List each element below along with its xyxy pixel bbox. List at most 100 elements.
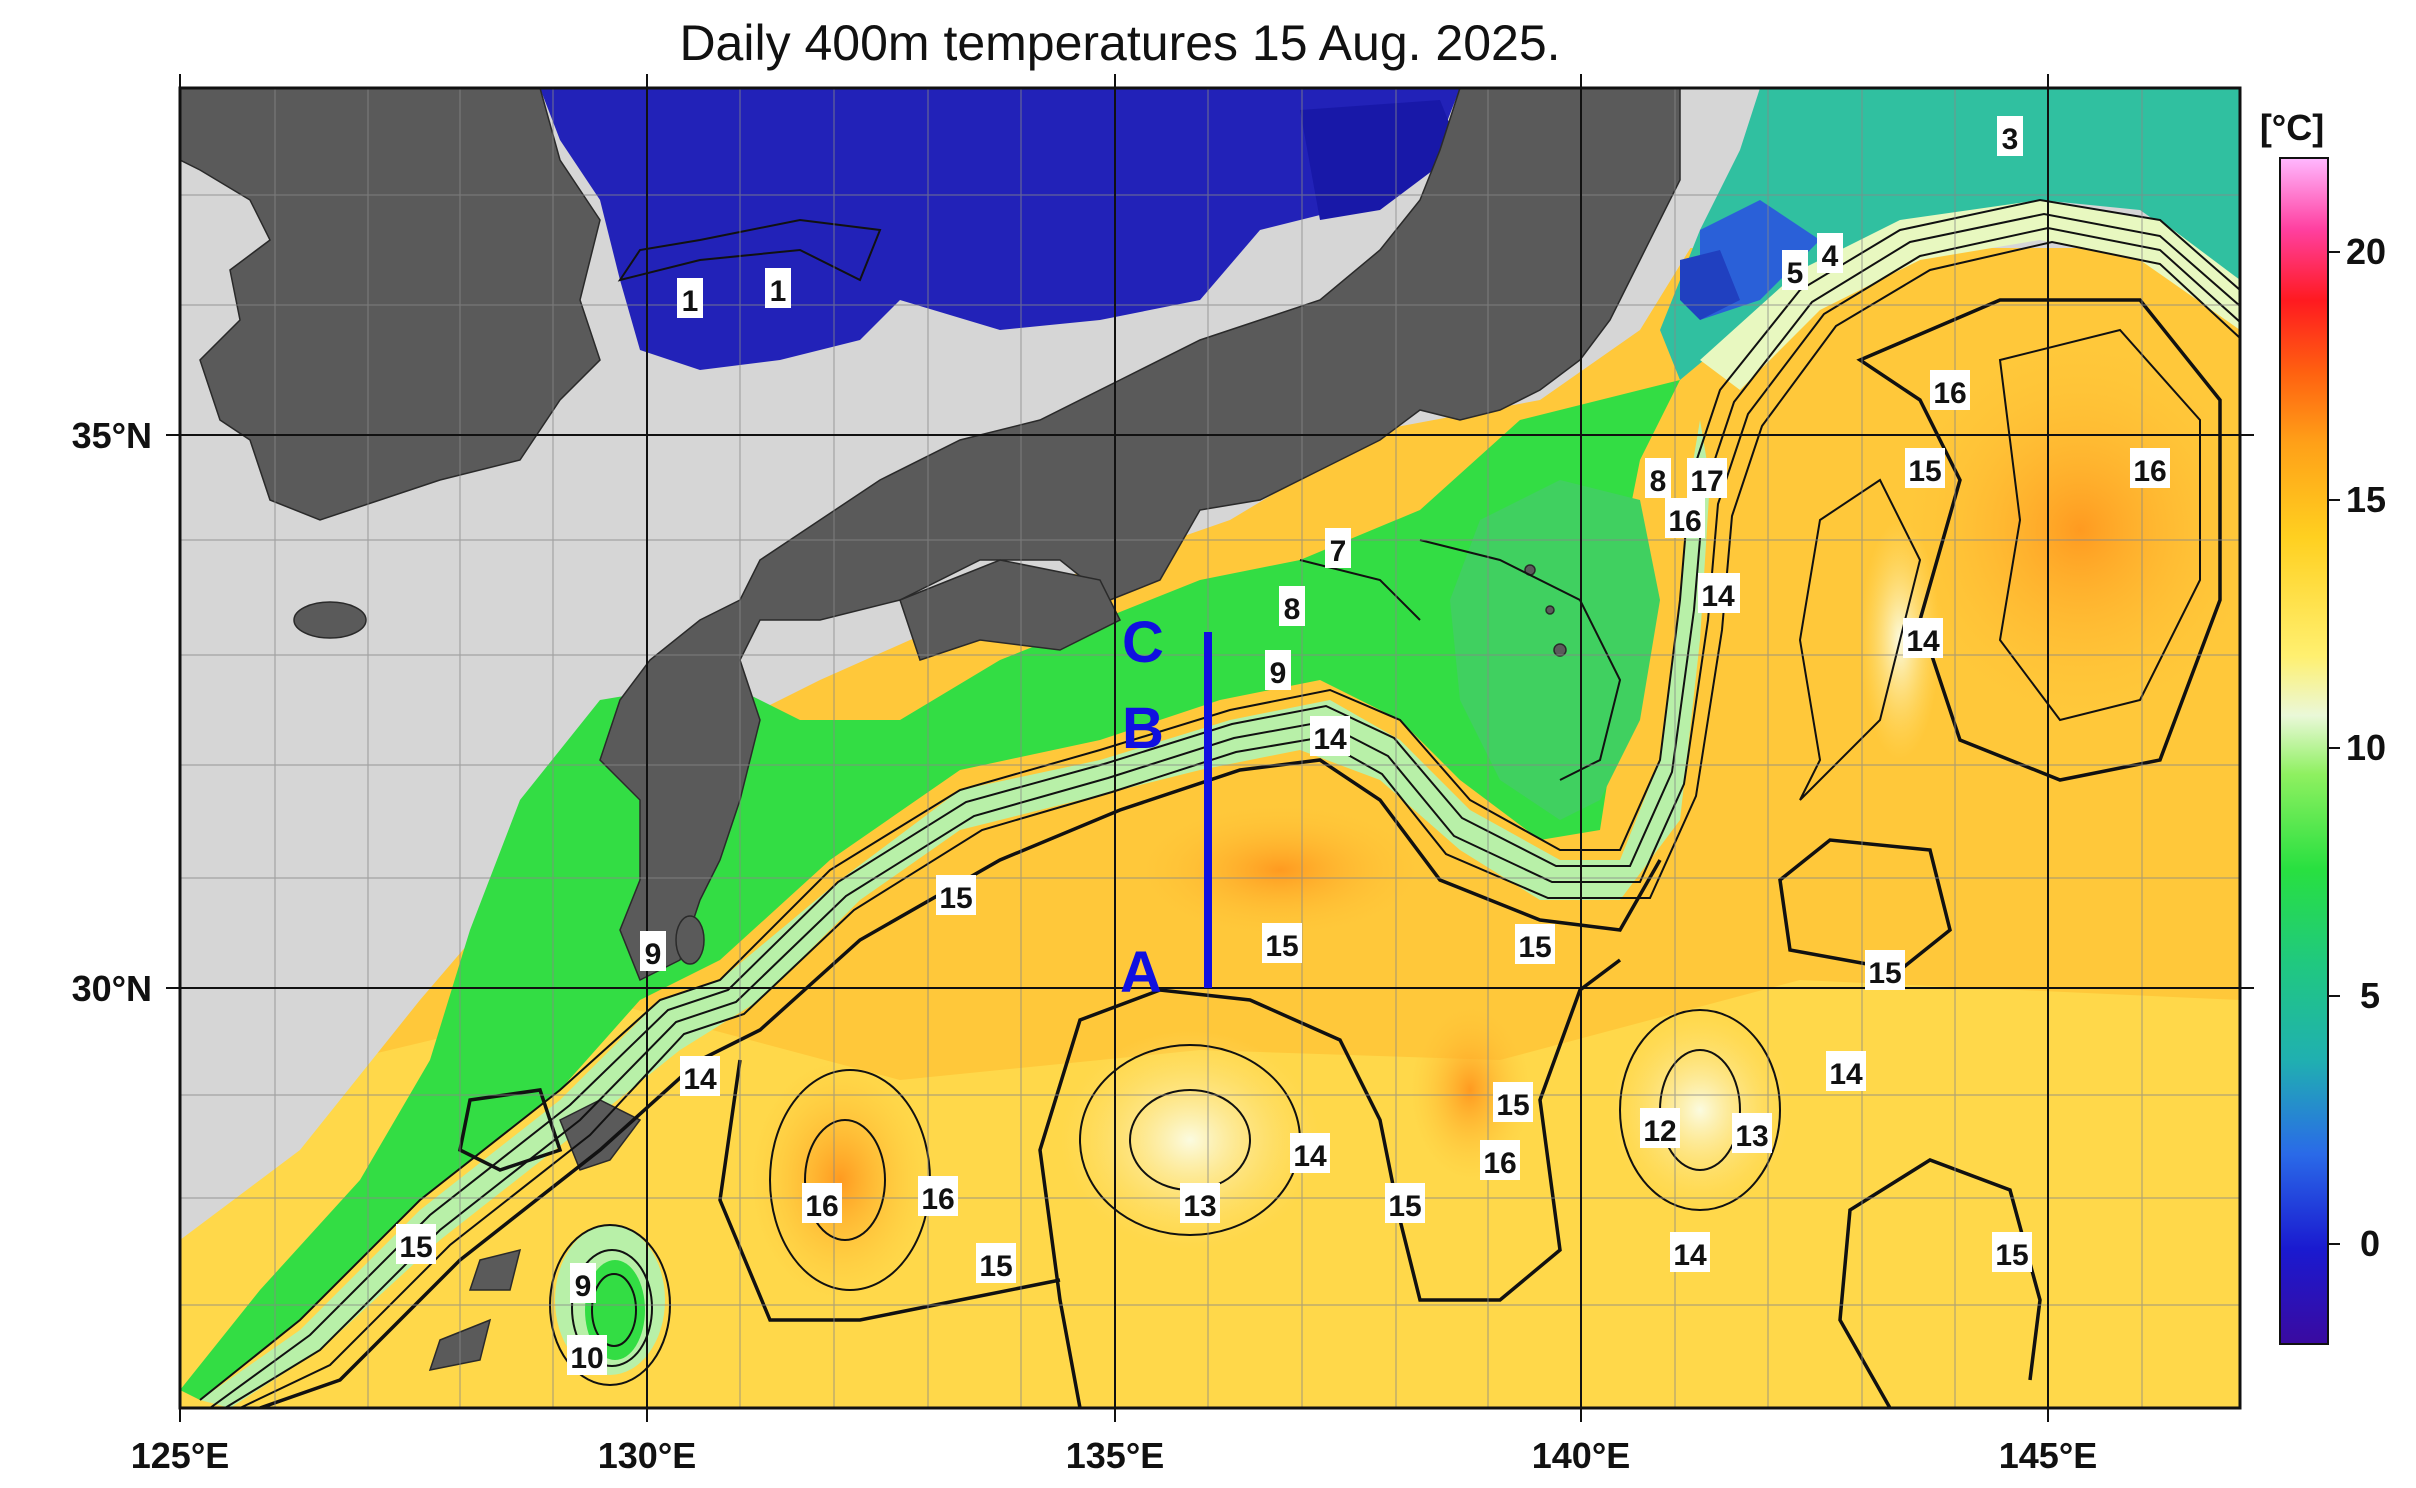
- contour-label-text: 9: [575, 1270, 592, 1303]
- contour-label-bg: [640, 931, 666, 971]
- colorbar: [°C] 20 15 10 5 0: [2260, 107, 2386, 1345]
- colorbar-tick-20: 20: [2346, 231, 2386, 272]
- contour-label-bg: [802, 1183, 842, 1223]
- contour-label: 9: [1265, 650, 1291, 690]
- contour-label-bg: [1265, 650, 1291, 690]
- contour-label: 15: [1385, 1183, 1425, 1223]
- contour-label-text: 15: [399, 1231, 432, 1264]
- colorbar-tick-5: 5: [2360, 975, 2380, 1016]
- contour-label-text: 10: [570, 1342, 603, 1375]
- contour-label-bg: [1385, 1183, 1425, 1223]
- contour-label-bg: [1493, 1082, 1533, 1122]
- contour-label-text: 16: [805, 1190, 838, 1223]
- contour-label-text: 14: [683, 1063, 717, 1096]
- section-label-c: C: [1122, 610, 1164, 675]
- contour-label-text: 13: [1183, 1190, 1216, 1223]
- contour-label-text: 14: [1293, 1140, 1327, 1173]
- contour-label-text: 8: [1284, 593, 1301, 626]
- contour-label-bg: [1997, 116, 2023, 156]
- contour-label-bg: [2130, 448, 2170, 488]
- contour-label-bg: [1262, 923, 1302, 963]
- contour-label: 8: [1645, 458, 1671, 498]
- contour-label-text: 1: [682, 285, 699, 318]
- contour-label-bg: [1290, 1133, 1330, 1173]
- contour-label: 16: [1930, 370, 1970, 410]
- contour-label-bg: [1905, 448, 1945, 488]
- contour-label-text: 17: [1690, 465, 1723, 498]
- contour-label-bg: [1732, 1113, 1772, 1153]
- contour-label-bg: [1903, 618, 1943, 658]
- contour-label: 13: [1732, 1113, 1772, 1153]
- contour-label-text: 16: [1483, 1147, 1516, 1180]
- colorbar-unit: [°C]: [2260, 107, 2324, 148]
- contour-label-text: 9: [1270, 657, 1287, 690]
- contour-label: 14: [1290, 1133, 1330, 1173]
- contour-label: 15: [976, 1243, 1016, 1283]
- contour-label-text: 15: [979, 1250, 1012, 1283]
- contour-label: 14: [680, 1056, 720, 1096]
- contour-label: 14: [1670, 1232, 1710, 1272]
- x-axis: 125°E 130°E 135°E 140°E 145°E: [131, 1435, 2097, 1476]
- contour-label-bg: [1817, 233, 1843, 273]
- contour-label-text: 15: [1868, 957, 1901, 990]
- contour-label-text: 1: [770, 275, 787, 308]
- colorbar-gradient: [2279, 157, 2329, 1345]
- contour-label: 16: [802, 1183, 842, 1223]
- contour-label-text: 14: [1829, 1058, 1863, 1091]
- contour-labels: 1134578899910121313141414141414141415151…: [396, 116, 2170, 1375]
- contour-label-bg: [1480, 1140, 1520, 1180]
- x-tick-label-140: 140°E: [1532, 1435, 1630, 1476]
- contour-label-text: 13: [1735, 1120, 1768, 1153]
- contour-label: 1: [677, 278, 703, 318]
- contour-label: 8: [1279, 586, 1305, 626]
- contour-label-text: 3: [2002, 123, 2019, 156]
- x-tick-label-145: 145°E: [1999, 1435, 2097, 1476]
- contour-label: 9: [640, 931, 666, 971]
- contour-label-bg: [1670, 1232, 1710, 1272]
- contour-label: 16: [1665, 498, 1705, 538]
- contour-label: 9: [570, 1263, 596, 1303]
- contour-label-text: 8: [1650, 465, 1667, 498]
- contour-label: 1: [765, 268, 791, 308]
- x-tick-label-130: 130°E: [598, 1435, 696, 1476]
- contour-label-text: 14: [1313, 723, 1347, 756]
- contour-label: 15: [1515, 924, 1555, 964]
- contour-label: 10: [567, 1335, 607, 1375]
- contour-label-bg: [1865, 950, 1905, 990]
- contour-label: 15: [936, 875, 976, 915]
- contour-label-text: 7: [1330, 535, 1347, 568]
- contour-label-bg: [1325, 528, 1351, 568]
- contour-label-text: 14: [1673, 1239, 1707, 1272]
- contour-label-text: 16: [921, 1183, 954, 1216]
- contour-label: 14: [1310, 716, 1350, 756]
- contour-label: 16: [1480, 1140, 1520, 1180]
- contour-label-bg: [1826, 1051, 1866, 1091]
- contour-label: 16: [918, 1176, 958, 1216]
- contour-label: 15: [1992, 1232, 2032, 1272]
- x-tick-label-125: 125°E: [131, 1435, 229, 1476]
- contour-label-text: 4: [1822, 240, 1839, 273]
- section-label-b: B: [1122, 696, 1164, 761]
- contour-label: 12: [1640, 1108, 1680, 1148]
- contour-label-bg: [1645, 458, 1671, 498]
- contour-label: 4: [1817, 233, 1843, 273]
- land: [180, 88, 1681, 1371]
- contour-label-bg: [1698, 573, 1738, 613]
- contour-label-bg: [765, 268, 791, 308]
- y-axis: 35°N 30°N: [72, 415, 152, 1009]
- contour-label-text: 15: [1518, 931, 1551, 964]
- contour-label-bg: [1515, 924, 1555, 964]
- contour-label-bg: [1930, 370, 1970, 410]
- contour-label: 15: [1865, 950, 1905, 990]
- contour-label-text: 5: [1787, 257, 1804, 290]
- contour-label-text: 15: [1908, 455, 1941, 488]
- contour-label-bg: [1665, 498, 1705, 538]
- map-frame: [178, 86, 2242, 1410]
- colorbar-tick-15: 15: [2346, 479, 2386, 520]
- contour-label-bg: [1310, 716, 1350, 756]
- contour-label-text: 9: [645, 938, 662, 971]
- contour-label-text: 16: [2133, 455, 2166, 488]
- contour-label-text: 16: [1933, 377, 1966, 410]
- contour-label: 14: [1903, 618, 1943, 658]
